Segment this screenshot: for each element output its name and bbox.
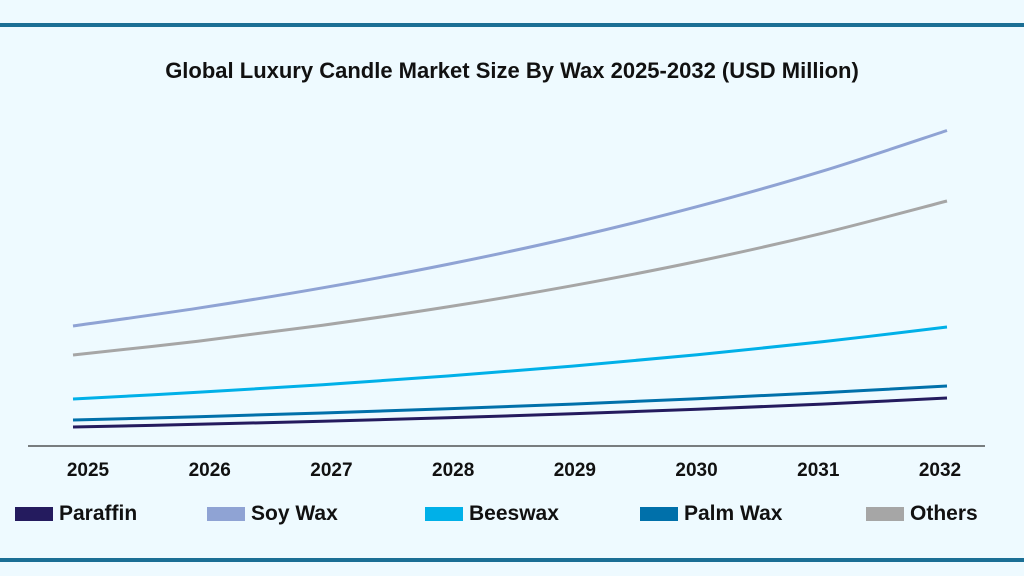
legend-item: Palm Wax: [640, 502, 782, 526]
legend-swatch: [425, 507, 463, 521]
legend-label: Soy Wax: [251, 502, 338, 525]
x-tick-label: 2026: [189, 460, 231, 481]
x-tick-label: 2030: [675, 460, 717, 481]
legend-label: Paraffin: [59, 502, 138, 525]
x-tick-label: 2032: [919, 460, 961, 481]
x-tick-label: 2028: [432, 460, 474, 481]
series-line-paraffin: [72, 396, 948, 429]
legend-swatch: [640, 507, 678, 521]
chart-title: Global Luxury Candle Market Size By Wax …: [165, 58, 859, 83]
legend-item: Soy Wax: [207, 502, 338, 526]
legend-label: Beeswax: [469, 502, 559, 525]
legend-label: Others: [910, 502, 978, 525]
bottom-border: [0, 558, 1024, 562]
legend-item: Paraffin: [15, 502, 137, 526]
legend-swatch: [207, 507, 245, 521]
x-tick-label: 2031: [797, 460, 840, 481]
legend: Paraffin Soy Wax Beeswax Palm Wax Others: [0, 502, 1024, 528]
series-line-soy-wax: [72, 129, 948, 328]
legend-label: Palm Wax: [684, 502, 783, 525]
legend-item: Others: [866, 502, 978, 526]
legend-swatch: [15, 507, 53, 521]
legend-item: Beeswax: [425, 502, 559, 526]
x-tick-label: 2025: [67, 460, 110, 481]
x-tick-label: 2029: [554, 460, 596, 481]
legend-swatch: [866, 507, 904, 521]
series-line-others: [72, 199, 948, 357]
series-line-beeswax: [72, 325, 948, 401]
top-border: [0, 23, 1024, 27]
series-line-palm-wax: [72, 384, 948, 422]
x-tick-label: 2027: [310, 460, 352, 481]
